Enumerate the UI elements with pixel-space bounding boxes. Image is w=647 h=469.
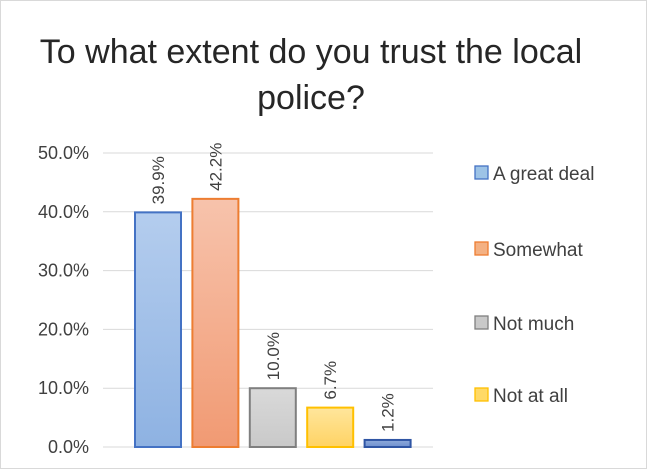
data-label: 42.2% xyxy=(206,143,225,191)
y-tick-label: 0.0% xyxy=(48,437,89,457)
y-tick-label: 30.0% xyxy=(38,261,89,281)
bar xyxy=(191,197,240,448)
legend-swatch xyxy=(474,165,489,180)
bar xyxy=(248,387,297,449)
data-label: 6.7% xyxy=(321,361,340,400)
data-labels: 39.9% 42.2% 10.0% 6.7% 1.2% xyxy=(149,143,398,432)
y-tick-label: 40.0% xyxy=(38,202,89,222)
y-tick-label: 10.0% xyxy=(38,378,89,398)
legend-label: Not at all xyxy=(493,386,568,407)
legend-swatch xyxy=(474,315,489,330)
bar xyxy=(363,438,412,448)
legend-label: Somewhat xyxy=(493,240,583,261)
legend-swatch xyxy=(474,387,489,402)
data-label: 1.2% xyxy=(379,393,398,432)
bar xyxy=(306,406,355,449)
y-tick-label: 20.0% xyxy=(38,319,89,339)
chart-title: To what extent do you trust the local po… xyxy=(39,33,583,117)
legend-label: A great deal xyxy=(493,164,594,185)
legend-label: Not much xyxy=(493,314,574,335)
data-label: 39.9% xyxy=(149,156,168,204)
bars xyxy=(134,197,412,449)
legend: A great deal Somewhat Not much Not at all xyxy=(474,164,594,407)
legend-swatch xyxy=(474,241,489,256)
y-axis: 0.0% 10.0% 20.0% 30.0% 40.0% 50.0% xyxy=(38,143,89,457)
bar xyxy=(134,211,182,448)
data-label: 10.0% xyxy=(264,332,283,380)
y-tick-label: 50.0% xyxy=(38,143,89,163)
